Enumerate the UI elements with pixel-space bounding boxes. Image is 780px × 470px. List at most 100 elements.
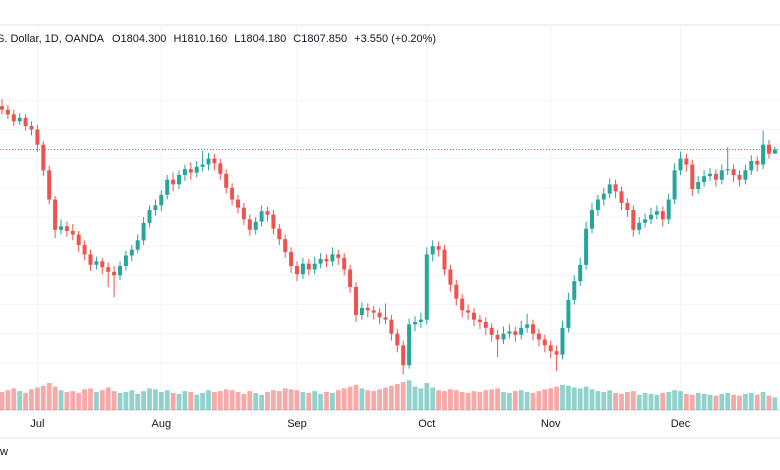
candle-body xyxy=(94,261,99,265)
volume-bar xyxy=(194,394,200,410)
volume-bar xyxy=(589,389,595,410)
candle-body xyxy=(749,161,754,171)
volume-bar xyxy=(772,397,778,410)
candle-body xyxy=(696,182,701,189)
volume-bar xyxy=(501,392,506,410)
volume-bar xyxy=(158,392,164,410)
volume-bar xyxy=(265,392,270,410)
volume-bar xyxy=(459,392,465,410)
volume-bar xyxy=(94,392,99,410)
candle-body xyxy=(11,114,16,122)
candle-body xyxy=(554,351,559,355)
candle-body xyxy=(165,179,170,195)
volume-bar xyxy=(518,390,524,410)
volume-bar xyxy=(241,393,247,410)
candle-body xyxy=(129,249,134,256)
x-tick-label: Aug xyxy=(152,418,172,430)
volume-bar xyxy=(442,391,447,410)
candle-body xyxy=(548,345,553,352)
volume-bar xyxy=(312,391,318,410)
x-tick-label: Sep xyxy=(287,418,307,430)
candle-body xyxy=(247,219,252,230)
volume-bar xyxy=(595,391,601,410)
candle-body xyxy=(407,324,412,366)
volume-bar xyxy=(29,389,34,410)
volume-bar xyxy=(182,391,188,410)
volume-bar xyxy=(672,390,677,410)
volume-bar xyxy=(217,391,223,410)
candle-body xyxy=(159,194,164,206)
volume-bar xyxy=(111,391,117,410)
candle-body xyxy=(418,319,423,322)
volume-bar xyxy=(512,391,518,410)
volume-bar xyxy=(436,390,441,410)
volume-bar xyxy=(223,389,229,410)
volume-bar xyxy=(654,394,660,410)
legend-key: C xyxy=(293,33,301,45)
volume-bar xyxy=(141,391,146,410)
volume-bar xyxy=(607,390,613,410)
candle-body xyxy=(507,331,512,334)
volume-bar xyxy=(282,388,288,410)
candle-body xyxy=(188,169,193,173)
candle-body xyxy=(118,266,122,276)
candle-body xyxy=(383,317,388,320)
x-tick-label: Jul xyxy=(30,418,44,430)
legend-value: 1804.300 xyxy=(121,33,167,45)
volume-bar xyxy=(259,394,264,410)
volume-bar xyxy=(123,392,129,410)
volume-bar xyxy=(412,386,418,410)
candle-body xyxy=(23,117,28,126)
volume-bar xyxy=(489,389,495,410)
candle-body xyxy=(477,319,482,322)
volume-bar xyxy=(507,392,512,410)
candle-body xyxy=(336,254,341,258)
volume-bar xyxy=(625,392,630,410)
candle-body xyxy=(182,169,187,175)
candle-body xyxy=(731,169,736,175)
volume-bar xyxy=(341,388,347,410)
candle-body xyxy=(542,339,547,346)
candle-body xyxy=(631,210,636,230)
candle-body xyxy=(70,231,75,235)
candle-body xyxy=(483,322,488,328)
volume-bar xyxy=(88,388,93,410)
volume-bar xyxy=(253,392,259,410)
candle-body xyxy=(601,193,606,200)
volume-bar xyxy=(725,392,731,410)
x-tick-label: Oct xyxy=(418,418,435,430)
candle-body xyxy=(772,149,777,154)
candle-body xyxy=(141,222,146,241)
volume-bar xyxy=(135,393,141,410)
volume-bar xyxy=(601,392,607,410)
candle-body xyxy=(719,170,724,180)
volume-bar xyxy=(294,390,300,410)
volume-bar xyxy=(566,385,571,410)
chart-title: S. Dollar, 1D, OANDA xyxy=(0,33,105,45)
candle-body xyxy=(123,255,128,266)
volume-bar xyxy=(619,393,624,410)
candle-body xyxy=(531,324,535,334)
volume-bar xyxy=(701,393,707,410)
candle-body xyxy=(413,322,417,325)
volume-bar xyxy=(448,389,453,410)
volume-bar xyxy=(58,390,64,410)
volume-bar xyxy=(430,387,436,410)
candle-body xyxy=(177,175,181,185)
volume-bar xyxy=(76,392,82,410)
volume-bar xyxy=(371,391,377,410)
volume-bar xyxy=(153,389,158,410)
candle-body xyxy=(330,254,335,262)
volume-bar xyxy=(353,384,359,410)
volume-bar xyxy=(636,394,642,410)
volume-bar xyxy=(70,391,76,410)
candle-body xyxy=(306,263,311,270)
volume-bar xyxy=(176,393,182,410)
volume-bar xyxy=(147,388,152,410)
volume-bar xyxy=(660,392,666,410)
candle-body xyxy=(619,191,624,203)
candle-body xyxy=(348,269,353,287)
legend-key: H xyxy=(173,33,181,45)
